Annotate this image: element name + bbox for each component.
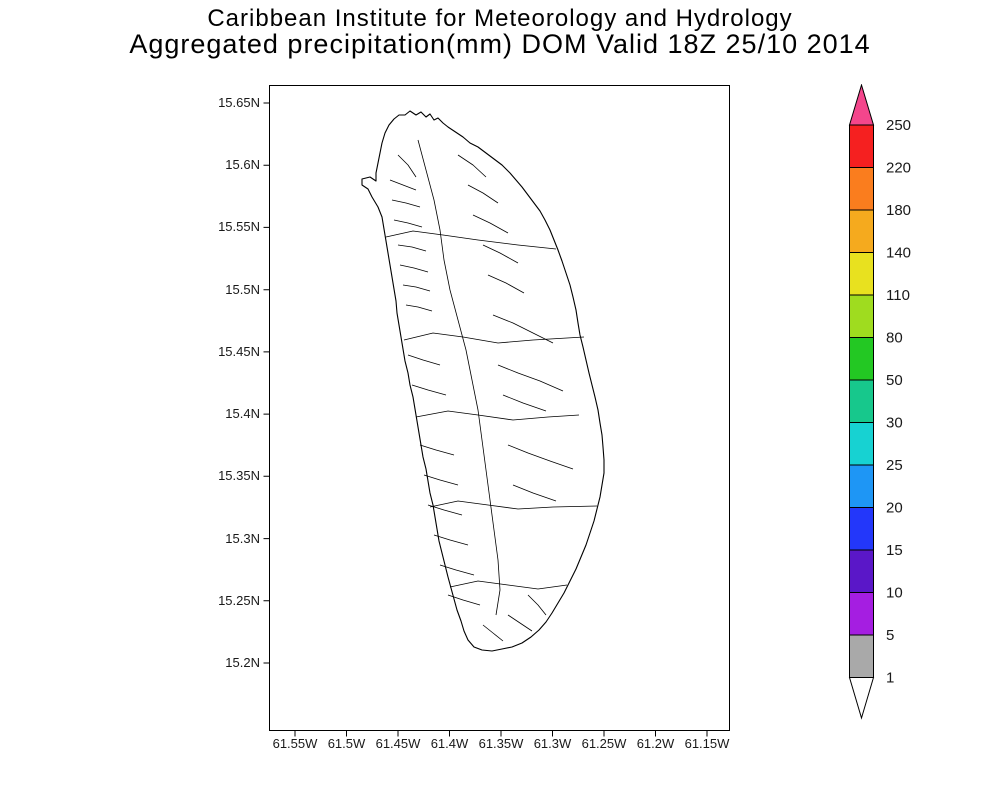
colorbar-segment [849, 507, 874, 551]
precipitation-colorbar: 250 220 180 140 110 80 50 30 25 20 15 10… [848, 84, 911, 720]
y-axis-label: 15.2N [225, 655, 260, 670]
x-axis-label: 61.55W [272, 736, 318, 751]
y-axis-ticks [263, 102, 270, 664]
colorbar-segment [849, 464, 874, 508]
watershed-east-branches [492, 314, 574, 502]
colorbar-label: 220 [886, 160, 911, 177]
watershed-divide-lines [385, 230, 598, 590]
institute-title: Caribbean Institute for Meteorology and … [207, 5, 793, 32]
colorbar-label: 5 [886, 627, 894, 644]
colorbar-label: 20 [886, 500, 903, 517]
x-axis-label: 61.4W [430, 736, 469, 751]
x-axis-label: 61.45W [375, 736, 421, 751]
watershed-northwest-branches [389, 154, 433, 312]
colorbar-label: 250 [886, 117, 911, 134]
colorbar-segment [849, 294, 874, 338]
x-axis-label: 61.5W [327, 736, 366, 751]
colorbar-segment [849, 634, 874, 678]
x-axis-label: 61.3W [533, 736, 572, 751]
x-axis-label: 61.2W [636, 736, 675, 751]
x-axis-label: 61.35W [478, 736, 524, 751]
y-axis-label: 15.65N [218, 95, 260, 110]
y-axis-label: 15.5N [225, 282, 260, 297]
x-axis-label: 61.15W [684, 736, 730, 751]
plot-title: Aggregated precipitation(mm) DOM Valid 1… [129, 29, 871, 59]
dominica-coastline [361, 110, 605, 652]
y-axis-label: 15.25N [218, 593, 260, 608]
colorbar-top-arrow [848, 84, 875, 126]
colorbar-label: 80 [886, 330, 903, 347]
colorbar-label: 30 [886, 415, 903, 432]
colorbar-segment [849, 592, 874, 636]
y-axis-label: 15.3N [225, 531, 260, 546]
x-axis-label: 61.25W [581, 736, 627, 751]
colorbar-segment [849, 379, 874, 423]
watershed-central-spine [417, 139, 501, 616]
colorbar-label: 180 [886, 202, 911, 219]
colorbar-segment [849, 209, 874, 253]
colorbar-label: 25 [886, 457, 903, 474]
colorbar-label: 140 [886, 245, 911, 262]
colorbar-label: 50 [886, 372, 903, 389]
colorbar-segment [849, 549, 874, 593]
watershed-boundaries [385, 139, 598, 642]
colorbar-segment [849, 337, 874, 381]
watershed-northeast-branches [457, 154, 525, 294]
map-frame [269, 85, 730, 731]
colorbar-bottom-arrow [848, 677, 875, 720]
colorbar-segment [849, 124, 874, 168]
colorbar-label: 110 [886, 287, 910, 304]
colorbar-label: 1 [886, 670, 894, 687]
y-axis-label: 15.6N [225, 157, 260, 172]
y-axis-label: 15.4N [225, 406, 260, 421]
watershed-west-branches [407, 354, 481, 606]
y-axis-label: 15.55N [218, 219, 260, 234]
colorbar-segment [849, 422, 874, 466]
watershed-south-branches [482, 594, 547, 642]
colorbar-label: 10 [886, 585, 903, 602]
precipitation-map [263, 85, 730, 737]
colorbar-segment [849, 252, 874, 296]
y-axis-label: 15.35N [218, 468, 260, 483]
x-axis-ticks [294, 730, 708, 737]
y-axis-label: 15.45N [218, 344, 260, 359]
colorbar-segment [849, 167, 874, 211]
colorbar-label: 15 [886, 542, 903, 559]
